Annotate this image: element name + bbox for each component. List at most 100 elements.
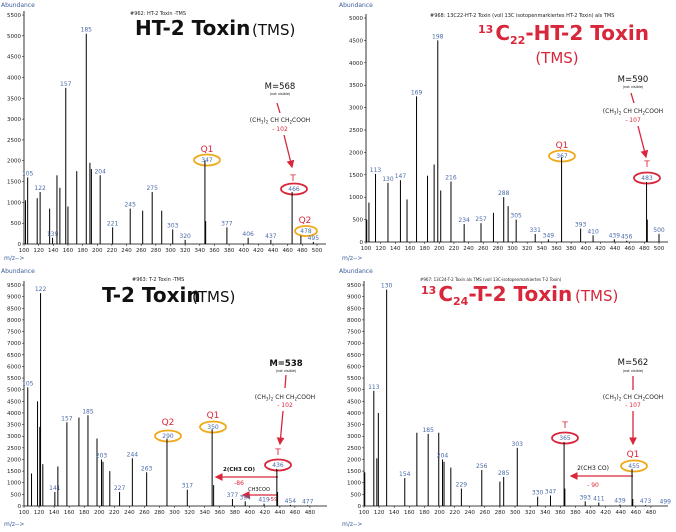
y-tick-label: 4000 — [7, 75, 21, 81]
peak-label: 347 — [545, 489, 557, 496]
y-tick-label: 0 — [358, 504, 362, 510]
peak-label: 317 — [182, 483, 194, 490]
peak-label: 393 — [575, 222, 587, 229]
formula-text: CH CH — [621, 108, 642, 115]
x-tick-label: 180 — [419, 510, 430, 516]
marker-q2: Q2 — [299, 216, 312, 226]
peak-label: 157 — [60, 81, 72, 88]
peak-label: 234 — [458, 217, 470, 224]
chart-title-suffix: (TMS) — [252, 21, 295, 39]
chart-subtitle: #968: 13C22-HT-2 Toxin (voll 13C isotope… — [430, 13, 614, 19]
spectrum-panel-ht2: #962: HT-2 Toxin -TMS HT-2 Toxin (TMS) M… — [0, 0, 338, 266]
y-tick-label: 1500 — [349, 173, 363, 179]
x-tick-label: 280 — [495, 510, 506, 516]
y-tick-label: 4000 — [349, 61, 363, 67]
y-tick-label: 3000 — [349, 106, 363, 112]
molecular-ion-label: M=538 — [269, 359, 302, 369]
x-tick-label: 400 — [581, 246, 592, 252]
x-tick-label: 200 — [94, 510, 105, 516]
x-tick-label: 100 — [359, 510, 370, 516]
peak-label: 500 — [653, 227, 665, 234]
arrow-line — [630, 92, 635, 104]
t-circle — [264, 458, 292, 472]
x-tick-label: 260 — [480, 510, 491, 516]
formula-subscript: 2 — [290, 120, 293, 125]
y-tick-label: 6500 — [7, 353, 21, 359]
y-axis-label: Abundance — [339, 2, 373, 9]
y-tick-label: 7500 — [7, 330, 21, 336]
x-tick-label: 140 — [48, 248, 59, 254]
title-main: -T-2 Toxin — [468, 282, 572, 306]
peak-label: 285 — [498, 470, 510, 477]
formula-text: ) — [268, 394, 270, 401]
loss3-value: -59 — [269, 497, 278, 503]
element: C — [438, 282, 453, 306]
x-tick-label: 120 — [33, 248, 44, 254]
peak-label: 393 — [579, 494, 591, 501]
x-tick-label: 140 — [49, 510, 60, 516]
y-tick-label: 9000 — [347, 295, 361, 301]
marker-t: T — [289, 174, 296, 184]
peak-label: 406 — [242, 231, 254, 238]
loss2-value: - 90 — [587, 482, 599, 489]
x-tick-label: 300 — [165, 248, 176, 254]
x-tick-label: 100 — [19, 510, 30, 516]
loss-formula: (CH3)2 CH CH2COOH — [603, 394, 663, 402]
marker-t: T — [274, 448, 281, 458]
peak-label: 437 — [265, 233, 277, 240]
x-tick-label: 300 — [510, 510, 521, 516]
molecular-ion-label: M=562 — [618, 358, 649, 368]
y-tick-label: 3500 — [347, 423, 361, 429]
x-tick-label: 320 — [522, 246, 533, 252]
y-tick-label: 500 — [11, 221, 22, 227]
formula-subscript: 3 — [614, 111, 617, 116]
x-axis-label: m/z--> — [342, 255, 362, 262]
title-main: -HT-2 Toxin — [525, 21, 649, 45]
x-tick-label: 460 — [282, 248, 293, 254]
x-tick-label: 380 — [229, 510, 240, 516]
peak-label: 290 — [162, 433, 174, 440]
peak-label: 203 — [96, 452, 108, 459]
y-tick-label: 5000 — [7, 34, 21, 40]
y-tick-label: 5500 — [7, 13, 21, 19]
marker-q1: Q1 — [627, 450, 640, 460]
molecular-ion-label: M=590 — [618, 75, 649, 85]
x-tick-label: 500 — [312, 248, 323, 254]
x-tick-label: 460 — [631, 510, 642, 516]
y-tick-label: 3000 — [7, 434, 21, 440]
y-tick-label: 2500 — [7, 446, 21, 452]
peak-label: 157 — [61, 415, 73, 422]
q1-circle — [193, 153, 221, 167]
y-tick-label: 5500 — [7, 376, 21, 382]
peak-label: 350 — [207, 424, 219, 431]
arrow-to-t — [276, 410, 285, 446]
x-tick-label: 160 — [64, 510, 75, 516]
y-tick-label: 0 — [360, 240, 364, 246]
y-tick-label: 1000 — [7, 200, 21, 206]
q2-circle — [154, 429, 182, 443]
x-tick-label: 360 — [551, 246, 562, 252]
peak-label: 130 — [382, 176, 394, 183]
peak-label: 263 — [141, 465, 153, 472]
formula-text: (CH — [603, 108, 614, 115]
y-tick-label: 2000 — [347, 457, 361, 463]
peak-label: 221 — [107, 220, 119, 227]
x-tick-label: 340 — [540, 510, 551, 516]
formula-subscript: 3 — [614, 397, 617, 402]
t-circle — [280, 182, 308, 196]
x-tick-label: 400 — [585, 510, 596, 516]
x-tick-label: 360 — [214, 510, 225, 516]
x-tick-label: 320 — [525, 510, 536, 516]
peak-label: 185 — [422, 427, 434, 434]
x-tick-label: 260 — [478, 246, 489, 252]
marker-t: T — [561, 421, 568, 431]
marker-q1: Q1 — [201, 145, 214, 155]
molecular-ion-label: M=568 — [265, 82, 296, 92]
x-tick-label: 420 — [253, 248, 264, 254]
y-tick-label: 4500 — [7, 399, 21, 405]
y-tick-label: 2500 — [7, 138, 21, 144]
x-tick-label: 240 — [121, 248, 132, 254]
x-tick-label: 440 — [275, 510, 286, 516]
peak-label: 483 — [641, 175, 653, 182]
peak-label: 288 — [498, 190, 510, 197]
